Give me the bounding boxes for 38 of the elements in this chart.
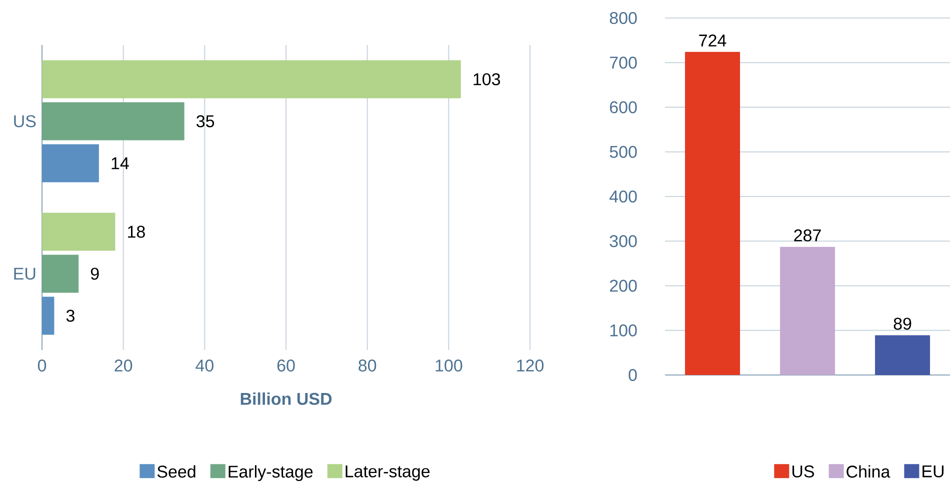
bar — [42, 212, 116, 251]
data-label: 3 — [66, 310, 74, 322]
data-label: 9 — [90, 268, 99, 280]
bar — [42, 296, 54, 335]
x-tick-label: 0 — [38, 360, 46, 372]
data-label: 35 — [196, 115, 214, 128]
data-label: 103 — [474, 73, 500, 86]
bar — [42, 254, 79, 293]
y-tick-label: 500 — [610, 146, 637, 158]
legend-label: Seed — [157, 465, 196, 478]
legend-label: Early-stage — [228, 465, 313, 482]
data-label: 14 — [112, 157, 129, 170]
data-label: 287 — [794, 229, 821, 242]
legend-label: EU — [922, 466, 944, 478]
bar — [42, 60, 461, 98]
y-tick-label: 800 — [610, 12, 637, 24]
x-tick-label: 100 — [436, 360, 462, 372]
x-axis-title: Billion USD — [240, 392, 332, 405]
y-tick-label: 0 — [628, 368, 637, 382]
data-label: 18 — [128, 226, 145, 238]
x-tick-label: 60 — [277, 360, 295, 372]
data-label: 89 — [894, 318, 912, 330]
x-tick-label: 80 — [358, 360, 376, 372]
bar — [42, 144, 99, 182]
x-tick-label: 40 — [196, 360, 214, 372]
x-tick-label: 20 — [114, 360, 132, 372]
y-tick-label: 600 — [610, 101, 637, 114]
legend-label: China — [846, 465, 890, 478]
y-tick-label: 200 — [610, 280, 637, 292]
legend-label: Later-stage — [346, 466, 430, 481]
bar — [42, 102, 184, 140]
data-label: 724 — [699, 34, 726, 46]
y-tick-label: 700 — [610, 56, 637, 69]
y-tick-label: 400 — [610, 190, 637, 203]
x-tick-label: 120 — [517, 360, 544, 372]
legend-label: US — [792, 465, 814, 478]
y-tick-label: 100 — [610, 324, 637, 336]
y-tick-label: 300 — [610, 235, 637, 248]
